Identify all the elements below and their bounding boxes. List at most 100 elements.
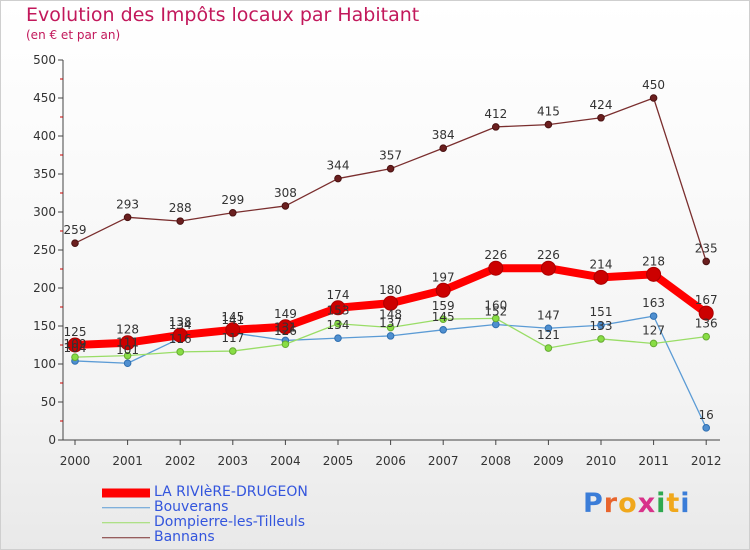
data-label: 133 xyxy=(590,319,613,333)
data-point xyxy=(544,344,553,352)
data-point xyxy=(593,269,609,285)
data-point xyxy=(281,202,290,210)
series-line xyxy=(74,97,707,263)
data-label: 226 xyxy=(537,248,560,262)
logo-letter: i xyxy=(680,488,691,519)
data-label: 159 xyxy=(432,299,455,313)
data-label: 174 xyxy=(327,288,350,302)
data-point xyxy=(435,282,451,298)
x-tick-label: 2003 xyxy=(218,454,249,468)
logo-letter: x xyxy=(637,488,657,519)
x-tick-label: 2001 xyxy=(112,454,143,468)
y-tick-label: 400 xyxy=(33,129,56,143)
x-tick-label: 2006 xyxy=(375,454,406,468)
data-label: 259 xyxy=(64,223,87,237)
data-label: 152 xyxy=(484,304,507,318)
data-point xyxy=(488,260,504,276)
legend-label: Bouverans xyxy=(154,499,229,515)
data-label: 137 xyxy=(379,316,402,330)
data-point xyxy=(176,348,184,356)
data-label: 308 xyxy=(274,186,297,200)
proxiti-logo: Proxiti xyxy=(583,488,691,519)
y-tick-label: 0 xyxy=(48,433,56,447)
data-point xyxy=(386,164,395,173)
data-label: 16 xyxy=(699,408,714,422)
data-label: 153 xyxy=(327,304,350,318)
y-tick-label: 250 xyxy=(33,243,56,257)
data-label: 138 xyxy=(169,315,192,329)
data-label: 136 xyxy=(695,317,718,331)
data-point xyxy=(649,312,658,320)
data-point xyxy=(439,144,448,152)
data-point xyxy=(120,335,136,351)
legend-label: LA RIVIèRE-DRUGEON xyxy=(154,484,308,500)
data-point xyxy=(702,332,711,341)
x-tick-label: 2007 xyxy=(428,454,459,468)
data-point xyxy=(334,334,342,342)
data-label: 145 xyxy=(432,310,455,324)
data-point xyxy=(229,208,237,217)
y-tick-label: 50 xyxy=(41,395,56,409)
data-label: 344 xyxy=(327,159,350,173)
data-label: 131 xyxy=(274,320,297,334)
data-point xyxy=(649,94,658,102)
data-point xyxy=(334,319,342,328)
data-label: 147 xyxy=(537,308,560,322)
data-point xyxy=(702,257,711,266)
legend-swatch xyxy=(102,506,150,509)
x-tick-label: 2008 xyxy=(481,454,512,468)
data-label: 214 xyxy=(590,257,613,271)
data-label: 226 xyxy=(484,248,507,262)
data-point xyxy=(702,424,711,432)
data-point xyxy=(386,323,395,332)
data-label: 111 xyxy=(116,336,139,350)
data-point xyxy=(383,295,399,311)
data-label: 288 xyxy=(169,201,192,215)
data-label: 357 xyxy=(379,149,402,163)
data-point xyxy=(225,322,241,338)
x-tick-label: 2005 xyxy=(323,454,354,468)
legend-label: Dompierre-les-Tilleuls xyxy=(154,514,306,530)
data-point xyxy=(172,327,188,343)
x-tick-label: 2004 xyxy=(270,454,301,468)
data-point xyxy=(330,300,346,316)
data-label: 145 xyxy=(221,310,244,324)
data-label: 141 xyxy=(221,313,244,327)
logo-letter: o xyxy=(618,488,638,519)
x-tick-label: 2012 xyxy=(691,454,722,468)
data-point xyxy=(544,120,553,129)
data-label: 117 xyxy=(221,331,244,345)
data-point xyxy=(646,266,662,282)
x-tick-label: 2002 xyxy=(165,454,196,468)
data-label: 128 xyxy=(116,323,139,337)
data-point xyxy=(281,340,290,349)
legend-swatch xyxy=(102,536,150,539)
data-point xyxy=(540,260,556,276)
y-tick-label: 500 xyxy=(33,53,56,67)
data-point xyxy=(71,353,79,361)
data-point xyxy=(649,339,658,348)
data-label: 412 xyxy=(484,107,507,121)
data-label: 384 xyxy=(432,128,455,142)
data-label: 104 xyxy=(64,341,87,355)
y-tick-label: 300 xyxy=(33,205,56,219)
data-label: 116 xyxy=(169,332,192,346)
data-point xyxy=(386,332,395,340)
y-tick-label: 150 xyxy=(33,319,56,333)
logo-letter: P xyxy=(583,488,604,519)
data-label: 293 xyxy=(116,197,139,211)
legend-label: Bannans xyxy=(154,529,215,545)
data-point xyxy=(492,123,500,131)
data-label: 167 xyxy=(695,293,718,307)
data-label: 197 xyxy=(432,270,455,284)
data-point xyxy=(229,347,237,355)
data-label: 151 xyxy=(590,305,613,319)
data-label: 180 xyxy=(379,283,402,297)
chart-title: Evolution des Impôts locaux par Habitant xyxy=(26,4,420,26)
logo-letter: i xyxy=(656,488,667,519)
data-label: 101 xyxy=(116,343,139,357)
y-tick-label: 200 xyxy=(33,281,56,295)
data-point xyxy=(597,113,605,122)
data-point xyxy=(597,321,605,330)
data-label: 424 xyxy=(590,98,613,112)
